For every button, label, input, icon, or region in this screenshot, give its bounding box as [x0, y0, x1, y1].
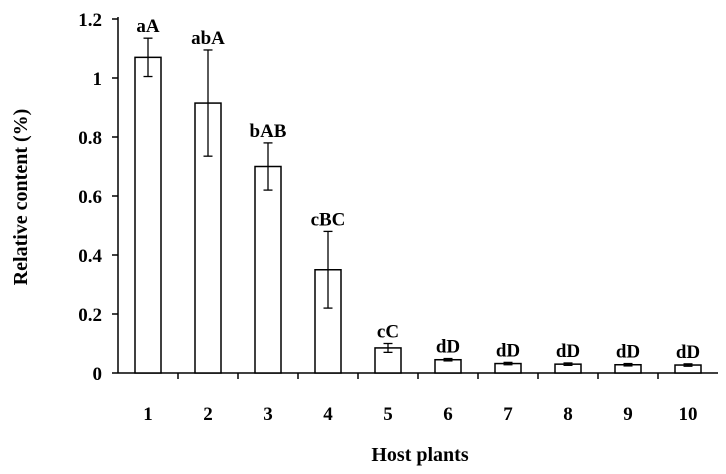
y-tick-labels: 0 0.2 0.4 0.6 0.8 1 1.2 — [78, 10, 102, 385]
x-tick-label: 10 — [679, 404, 698, 425]
y-axis-title: Relative content (%) — [10, 109, 32, 286]
significance-label: dD — [436, 337, 460, 358]
bar — [434, 358, 462, 374]
x-tick-label: 1 — [143, 404, 153, 425]
y-tick-label: 0.8 — [78, 128, 102, 149]
significance-label: dD — [556, 341, 580, 362]
error-bars — [143, 37, 693, 367]
significance-label: aA — [136, 16, 160, 37]
x-tick-labels: 1 2 3 4 5 6 7 8 9 10 — [143, 404, 697, 425]
significance-labels: aA abA bAB cBC cC dD dD dD dD dD — [136, 16, 700, 363]
y-tick-label: 0 — [93, 364, 103, 385]
significance-label: dD — [496, 340, 520, 361]
bar — [254, 165, 282, 374]
y-tick-label: 1 — [93, 69, 103, 90]
y-tick-label: 1.2 — [78, 10, 102, 31]
significance-label: dD — [616, 342, 640, 363]
y-tick-label: 0.4 — [78, 246, 102, 267]
x-tick-label: 9 — [623, 404, 633, 425]
significance-label: cC — [377, 322, 399, 343]
significance-label: dD — [676, 342, 700, 363]
x-tick-label: 4 — [323, 404, 333, 425]
x-tick-label: 3 — [263, 404, 273, 425]
bars — [134, 56, 702, 374]
significance-label: bAB — [250, 121, 287, 142]
x-tick-label: 7 — [503, 404, 513, 425]
significance-label: cBC — [311, 209, 346, 230]
x-tick-label: 6 — [443, 404, 453, 425]
x-axis-title: Host plants — [371, 444, 468, 466]
y-tick-label: 0.6 — [78, 187, 102, 208]
bar — [134, 56, 162, 374]
significance-label: abA — [191, 28, 225, 49]
x-tick-label: 8 — [563, 404, 573, 425]
y-tick-label: 0.2 — [78, 305, 102, 326]
x-tick-label: 2 — [203, 404, 213, 425]
x-tick-label: 5 — [383, 404, 393, 425]
